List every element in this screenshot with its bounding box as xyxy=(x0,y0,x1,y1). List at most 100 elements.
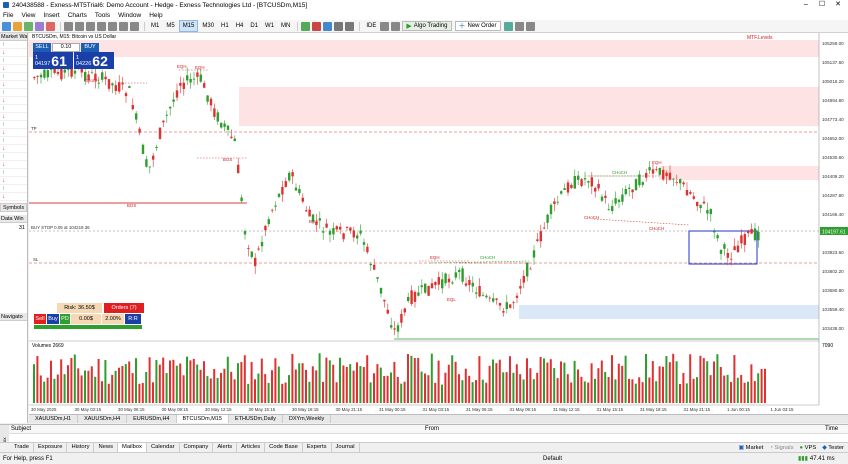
vps-link[interactable]: ● VPS xyxy=(799,444,817,451)
market-watch-row[interactable]: ↓ xyxy=(0,161,27,169)
market-watch-row[interactable]: ↓ xyxy=(0,145,27,153)
market-watch-row[interactable]: ↓ xyxy=(0,129,27,137)
market-watch-row[interactable]: ↓ xyxy=(0,113,27,121)
menu-window[interactable]: Window xyxy=(118,11,142,19)
menu-file[interactable]: File xyxy=(3,11,14,19)
hline-icon[interactable] xyxy=(86,21,95,31)
market-watch-row[interactable]: ↓ xyxy=(0,49,27,57)
timeframe-m5[interactable]: M5 xyxy=(166,23,175,29)
amount-field[interactable]: 0.00$ xyxy=(71,314,101,324)
market-watch-row[interactable]: ↑ xyxy=(0,73,27,81)
price-chart[interactable]: TP BUY STOP 0.05 at 104219.36 SL BOS BOS BOS C… xyxy=(29,33,848,414)
menu-tools[interactable]: Tools xyxy=(94,11,111,19)
symbols-tab[interactable]: Symbols xyxy=(0,203,27,212)
screenshot-icon[interactable] xyxy=(525,21,535,31)
experts-icon[interactable] xyxy=(391,21,401,31)
market-watch-row[interactable]: ↑ xyxy=(0,153,27,161)
toolbox-icon[interactable] xyxy=(46,21,55,31)
market-watch-row[interactable]: ↑ xyxy=(0,121,27,129)
navigator-icon[interactable] xyxy=(35,21,44,31)
maximize-icon[interactable]: ☐ xyxy=(818,1,826,8)
grid-icon[interactable] xyxy=(334,21,344,31)
channel-icon[interactable] xyxy=(97,21,106,31)
market-watch-row[interactable]: ↑ xyxy=(0,41,27,49)
ide-button[interactable]: IDE xyxy=(366,23,377,29)
chart-tab-btcusd-m15[interactable]: BTCUSDm,M15 xyxy=(176,415,229,423)
market-watch-header[interactable]: Market Wa xyxy=(0,33,27,41)
crosshair-icon[interactable] xyxy=(64,21,73,31)
text-icon[interactable] xyxy=(119,21,128,31)
market-watch-row[interactable]: ↓ xyxy=(0,65,27,73)
price-range-rectangle[interactable] xyxy=(688,230,758,265)
rr-button[interactable]: R:R xyxy=(125,314,141,324)
chart-tab-eurusd-h4[interactable]: EURUSDm,H4 xyxy=(127,415,177,423)
menu-charts[interactable]: Charts xyxy=(67,11,87,19)
market-watch-row[interactable]: ↑ xyxy=(0,57,27,65)
market-watch-row[interactable]: ↑ xyxy=(0,105,27,113)
menu-help[interactable]: Help xyxy=(149,11,163,19)
minimize-icon[interactable]: – xyxy=(804,1,808,8)
timeframe-m30[interactable]: M30 xyxy=(202,23,215,29)
profiles-icon[interactable] xyxy=(13,21,22,31)
tab-news[interactable]: News xyxy=(94,443,118,452)
risk-sell-button[interactable]: Sell xyxy=(34,314,46,324)
navigator-header[interactable]: Navigato xyxy=(0,313,27,321)
column-time[interactable]: Time xyxy=(825,426,839,432)
tab-articles[interactable]: Articles xyxy=(237,443,266,452)
chart-tab-ethusd-daily[interactable]: ETHUSDm,Daily xyxy=(229,415,283,423)
line-chart-icon[interactable] xyxy=(323,21,333,31)
market-link[interactable]: ▣ Market xyxy=(738,444,764,451)
ask-price-box[interactable]: 1 04226 62 xyxy=(74,52,114,69)
tester-link[interactable]: ◆ Tester xyxy=(822,444,844,451)
market-watch-row[interactable]: ↑ xyxy=(0,137,27,145)
menu-view[interactable]: View xyxy=(21,11,36,19)
timeframe-mn[interactable]: MN xyxy=(281,23,291,29)
market-watch-row[interactable]: ↓ xyxy=(0,81,27,89)
market-watch-row[interactable]: ↑ xyxy=(0,185,27,193)
data-window-header[interactable]: Data Win xyxy=(0,215,27,223)
tab-history[interactable]: History xyxy=(67,443,95,452)
market-watch-row[interactable]: ↑ xyxy=(0,169,27,177)
signal-icon[interactable] xyxy=(503,21,513,31)
market-watch-icon[interactable] xyxy=(24,21,33,31)
chart-tab-dxy-weekly[interactable]: DXYm,Weekly xyxy=(283,415,332,423)
column-from[interactable]: From xyxy=(425,426,439,432)
timeframe-h4[interactable]: H4 xyxy=(235,23,244,29)
new-chart-icon[interactable] xyxy=(2,21,11,31)
pd-button[interactable]: PD xyxy=(60,314,70,324)
tab-mailbox[interactable]: Mailbox xyxy=(117,443,147,452)
market-watch-row[interactable]: ↓ xyxy=(0,97,27,105)
timeframe-w1[interactable]: W1 xyxy=(265,23,275,29)
tab-calendar[interactable]: Calendar xyxy=(147,443,180,452)
sell-button[interactable]: SELL xyxy=(33,43,51,52)
chart-tab-xauusd-h1[interactable]: XAUUSDm,H1 xyxy=(29,415,79,423)
buy-button[interactable]: BUY xyxy=(81,43,99,52)
new-order-button[interactable]: ＋ New Order xyxy=(454,21,501,31)
chart-window[interactable]: TP BUY STOP 0.05 at 104219.36 SL BOS BOS BOS C… xyxy=(29,33,848,414)
market-watch-row[interactable]: ↓ xyxy=(0,177,27,185)
lot-size-input[interactable]: 0.10 xyxy=(52,43,80,52)
column-subject[interactable]: Subject xyxy=(11,426,32,432)
line-icon[interactable] xyxy=(75,21,84,31)
depth-icon[interactable] xyxy=(514,21,524,31)
shapes-icon[interactable] xyxy=(130,21,139,31)
timeframe-d1[interactable]: D1 xyxy=(250,23,259,29)
tab-exposure[interactable]: Exposure xyxy=(34,443,68,452)
market-watch-row[interactable]: ↑ xyxy=(0,89,27,97)
bar-chart-icon[interactable] xyxy=(301,21,311,31)
algo-trading-button[interactable]: ▶ Algo Trading xyxy=(402,21,452,31)
bid-price-box[interactable]: 1 04197 61 xyxy=(33,52,73,69)
market-watch-row[interactable]: ↓ xyxy=(0,193,27,201)
risk-buy-button[interactable]: Buy xyxy=(47,314,59,324)
tab-alerts[interactable]: Alerts xyxy=(213,443,238,452)
tab-company[interactable]: Company xyxy=(180,443,214,452)
candle-chart-icon[interactable] xyxy=(312,21,322,31)
tab-journal[interactable]: Journal xyxy=(332,443,360,452)
tab-experts[interactable]: Experts xyxy=(303,443,332,452)
timeframe-h1[interactable]: H1 xyxy=(221,23,229,29)
close-icon[interactable]: ✕ xyxy=(835,1,841,8)
timeframe-m15[interactable]: M15 xyxy=(178,20,199,32)
tab-trade[interactable]: Trade xyxy=(10,443,34,452)
scripts-icon[interactable] xyxy=(380,21,390,31)
signals-link[interactable]: ◔ Signals xyxy=(769,444,794,451)
